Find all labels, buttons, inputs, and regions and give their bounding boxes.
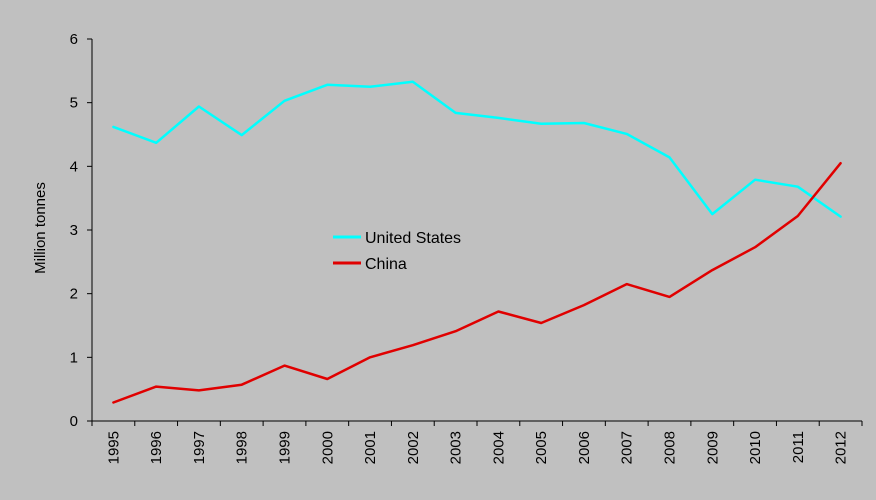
x-tick-label: 1996 [148,431,165,464]
x-tick-label: 1999 [277,431,294,464]
x-tick-label: 2012 [833,431,850,464]
y-tick-label: 5 [70,95,78,112]
x-tick-label: 1998 [234,431,251,464]
y-axis-title: Million tonnes [32,182,49,274]
axes: 0 1 2 3 4 5 6 1995 1996 1997 1998 1999 2000 2001 2002 2… [70,31,863,464]
x-tick-label: 1997 [191,431,208,464]
legend: United States China [333,230,461,273]
x-tick-label: 1995 [105,431,122,464]
y-tick-label: 2 [70,286,78,303]
x-tick-label: 2008 [662,431,679,464]
y-tick-label: 4 [70,158,78,175]
y-tick-label: 0 [70,413,78,430]
x-tick-label: 2003 [448,431,465,464]
x-tick-label: 2009 [704,431,721,464]
x-tick-label: 2011 [790,431,807,463]
x-tick-label: 2001 [362,431,379,464]
y-tick-label: 6 [70,31,78,48]
y-tick-label: 1 [70,349,78,366]
x-tick-label: 2002 [405,431,422,464]
x-tick-label: 2004 [490,431,507,464]
x-tick-label: 2010 [747,431,764,464]
x-tick-label: 2000 [319,431,336,464]
x-tick-label: 2005 [533,431,550,464]
legend-label-china: China [365,256,407,273]
legend-label-united-states: United States [365,230,461,247]
x-tick-label: 2006 [576,431,593,464]
x-tick-label: 2007 [619,431,636,464]
series-lines [112,80,842,404]
series-line-china [112,161,842,404]
series-line-united-states [112,80,842,218]
y-tick-label: 3 [70,222,78,239]
